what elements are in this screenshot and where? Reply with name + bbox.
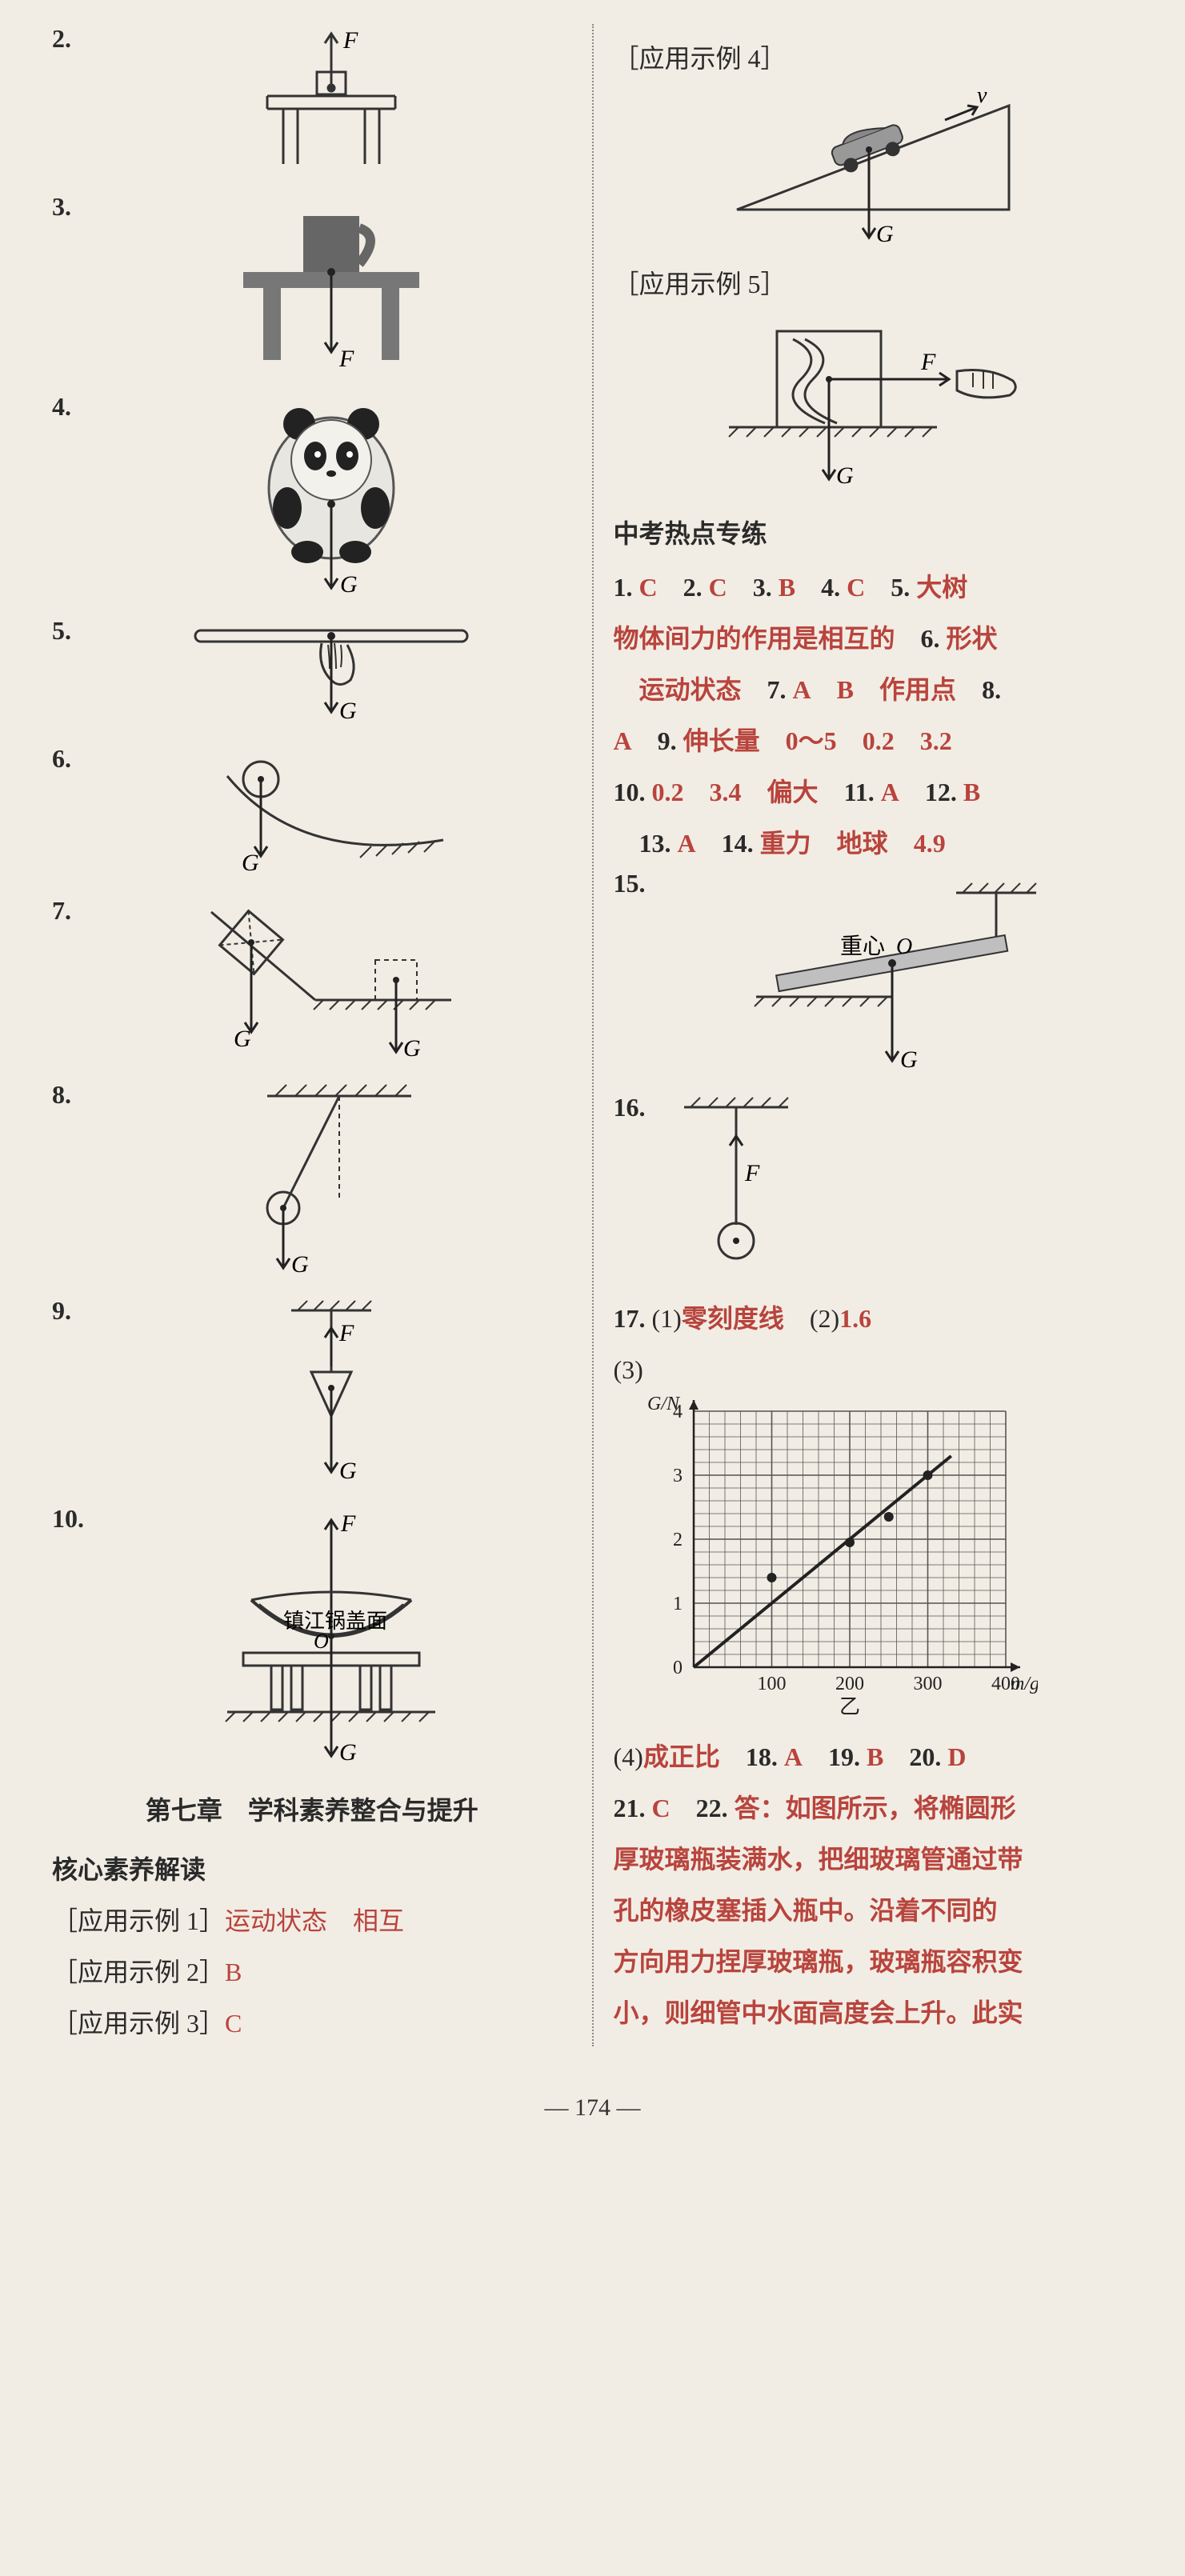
diagram-7: G G <box>90 896 572 1064</box>
chapter-title: 第七章 学科素养整合与提升 <box>52 1790 572 1827</box>
label-F: F <box>744 1160 760 1186</box>
svg-text:1: 1 <box>673 1594 683 1614</box>
diagram-3: F <box>90 192 572 376</box>
item-number: 10. <box>52 1504 90 1534</box>
label-G: G <box>234 1026 251 1052</box>
core-heading: 核心素养解读 <box>52 1850 572 1886</box>
svg-text:300: 300 <box>913 1674 942 1694</box>
label-G: G <box>242 850 259 876</box>
svg-text:2: 2 <box>673 1530 683 1550</box>
answer-line: 厚玻璃瓶装满水，把细玻璃管通过带 <box>614 1834 1134 1885</box>
diagram-4: G <box>90 392 572 600</box>
ex3-label: ［应用示例 3］ <box>52 2009 225 2038</box>
diagram-2: F <box>90 24 572 176</box>
ex1-label: ［应用示例 1］ <box>52 1906 225 1935</box>
svg-text:3: 3 <box>673 1466 683 1486</box>
svg-text:100: 100 <box>757 1674 786 1694</box>
answer-line: 10. 0.2 3.4 偏大 11. A 12. B <box>614 766 1134 818</box>
answer-line: 小，则细管中水面高度会上升。此实 <box>614 1987 1134 2038</box>
center-label: 重心 <box>840 934 885 959</box>
ex1-answer: 运动状态 相互 <box>225 1906 404 1935</box>
example-5-label: ［应用示例 5］ <box>614 264 1134 301</box>
bowl-label: 镇江锅盖面 <box>283 1610 387 1633</box>
label-G: G <box>339 1739 357 1766</box>
answer-line: 1. C 2. C 3. B 4. C 5. 大树 <box>614 562 1134 613</box>
answer-line: A 9. 伸长量 0～5 0.2 3.2 <box>614 715 1134 766</box>
diagram-15: 重心 O G <box>652 869 1134 1077</box>
label-G: G <box>900 1046 918 1073</box>
diagram-6: G <box>90 744 572 880</box>
diagram-ex4: v G <box>614 82 1134 250</box>
ex2-answer: B <box>225 1958 242 1986</box>
label-F: F <box>340 1510 356 1537</box>
diagram-5: G <box>90 616 572 728</box>
svg-text:0: 0 <box>673 1658 683 1678</box>
zkrd-heading: 中考热点专练 <box>614 514 1134 550</box>
item-number: 5. <box>52 616 90 646</box>
example-1: ［应用示例 1］运动状态 相互 <box>52 1901 572 1938</box>
q17-line: 17. (1)零刻度线 (2)1.6 <box>614 1293 1134 1344</box>
label-G: G <box>340 571 358 598</box>
example-2: ［应用示例 2］B <box>52 1952 572 1989</box>
label-O: O <box>896 934 912 959</box>
label-O: O <box>314 1630 329 1653</box>
ex3-answer: C <box>225 2009 242 2038</box>
label-F: F <box>338 1320 354 1346</box>
svg-text:m/g: m/g <box>1011 1674 1038 1694</box>
label-G: G <box>876 221 894 247</box>
item-number: 16. <box>614 1093 652 1122</box>
item-number: 3. <box>52 192 90 222</box>
svg-text:200: 200 <box>835 1674 864 1694</box>
answer-line: 13. A 14. 重力 地球 4.9 <box>614 818 1134 869</box>
label-F: F <box>342 27 358 54</box>
answer-line: 方向用力捏厚玻璃瓶，玻璃瓶容积变 <box>614 1936 1134 1987</box>
label-F: F <box>338 346 354 372</box>
diagram-16: F <box>652 1093 1134 1277</box>
item-number: 2. <box>52 24 90 54</box>
diagram-8: G <box>90 1080 572 1280</box>
answer-line: 孔的橡皮塞插入瓶中。沿着不同的 <box>614 1885 1134 1936</box>
label-v: v <box>977 83 987 108</box>
ex2-label: ［应用示例 2］ <box>52 1958 225 1986</box>
diagram-10: F 镇江锅盖面 O <box>90 1504 572 1768</box>
diagram-ex5: F G <box>614 307 1134 491</box>
answer-line: 21. C 22. 答：如图所示，将椭圆形 <box>614 1782 1134 1834</box>
answer-line: 运动状态 7. A B 作用点 8. <box>614 664 1134 715</box>
item-number: 15. <box>614 869 652 898</box>
item-number: 6. <box>52 744 90 774</box>
answer-line: (4)成正比 18. A 19. B 20. D <box>614 1731 1134 1782</box>
page-number: — 174 — <box>0 2078 1185 2154</box>
label-G: G <box>836 462 854 489</box>
label-G: G <box>339 698 357 724</box>
svg-text:乙: 乙 <box>839 1695 859 1718</box>
chart-17-3: 10020030040001234G/Nm/g乙 <box>638 1395 1134 1731</box>
diagram-9: F G <box>90 1296 572 1488</box>
answer-line: 物体间力的作用是相互的 6. 形状 <box>614 613 1134 664</box>
item-number: 9. <box>52 1296 90 1326</box>
item-number: 4. <box>52 392 90 422</box>
label-G: G <box>339 1458 357 1484</box>
example-3: ［应用示例 3］C <box>52 2003 572 2040</box>
label-F: F <box>920 349 936 375</box>
item-number: 8. <box>52 1080 90 1110</box>
example-4-label: ［应用示例 4］ <box>614 38 1134 75</box>
q17-3-label: (3) <box>614 1344 1134 1395</box>
label-G: G <box>403 1035 421 1062</box>
svg-text:G/N: G/N <box>647 1395 680 1414</box>
label-G: G <box>291 1251 309 1278</box>
item-number: 7. <box>52 896 90 926</box>
